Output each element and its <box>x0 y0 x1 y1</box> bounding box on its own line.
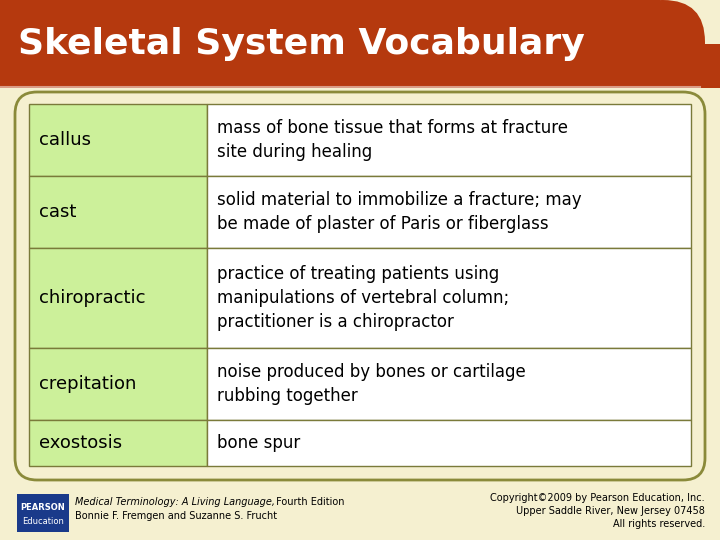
Text: crepitation: crepitation <box>39 375 136 393</box>
Text: Medical Terminology: A Living Language,: Medical Terminology: A Living Language, <box>75 497 275 507</box>
Bar <box>207 104 691 176</box>
Text: Bonnie F. Fremgen and Suzanne S. Frucht: Bonnie F. Fremgen and Suzanne S. Frucht <box>75 511 277 521</box>
Bar <box>29 420 207 466</box>
FancyBboxPatch shape <box>15 92 705 480</box>
Bar <box>29 248 207 348</box>
Text: exostosis: exostosis <box>39 434 122 452</box>
Bar <box>207 420 691 466</box>
Bar <box>0 44 720 88</box>
Text: practice of treating patients using
manipulations of vertebral column;
practitio: practice of treating patients using mani… <box>217 265 509 332</box>
Text: bone spur: bone spur <box>217 434 300 452</box>
Text: Fourth Edition: Fourth Edition <box>273 497 344 507</box>
Text: Education: Education <box>22 517 64 526</box>
Bar <box>17 494 69 532</box>
Bar <box>29 348 207 420</box>
Bar <box>29 176 207 248</box>
Bar <box>29 104 207 176</box>
Text: Upper Saddle River, New Jersey 07458: Upper Saddle River, New Jersey 07458 <box>516 506 705 516</box>
Bar <box>207 248 691 348</box>
Text: cast: cast <box>39 203 76 221</box>
Text: chiropractic: chiropractic <box>39 289 145 307</box>
Bar <box>207 176 691 248</box>
Text: noise produced by bones or cartilage
rubbing together: noise produced by bones or cartilage rub… <box>217 363 526 405</box>
Bar <box>0 0 660 88</box>
Bar <box>207 348 691 420</box>
Text: mass of bone tissue that forms at fracture
site during healing: mass of bone tissue that forms at fractu… <box>217 119 568 161</box>
Text: Skeletal System Vocabulary: Skeletal System Vocabulary <box>18 27 585 61</box>
Text: solid material to immobilize a fracture; may
be made of plaster of Paris or fibe: solid material to immobilize a fracture;… <box>217 191 582 233</box>
FancyBboxPatch shape <box>620 0 705 88</box>
Text: callus: callus <box>39 131 91 149</box>
Text: All rights reserved.: All rights reserved. <box>613 519 705 529</box>
Text: PEARSON: PEARSON <box>21 503 66 512</box>
Text: Copyright©2009 by Pearson Education, Inc.: Copyright©2009 by Pearson Education, Inc… <box>490 493 705 503</box>
